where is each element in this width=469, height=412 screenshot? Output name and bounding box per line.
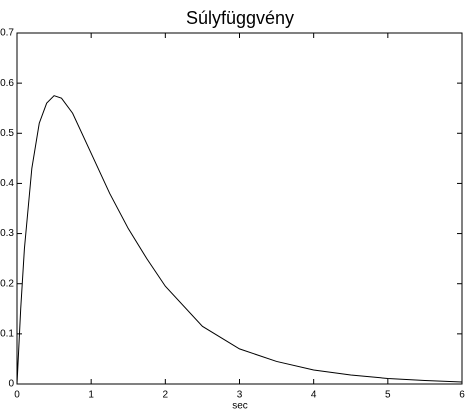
y-tick-label: 0.7 [0, 28, 14, 39]
x-tick-label: 1 [88, 390, 94, 401]
x-tick-label: 5 [385, 390, 391, 401]
y-tick-label: 0 [8, 379, 14, 390]
x-tick-label: 4 [311, 390, 317, 401]
chart-title: Súlyfüggvény [186, 8, 294, 28]
x-axis-label: sec [232, 401, 248, 412]
y-tick-label: 0.4 [0, 178, 14, 189]
x-tick-label: 2 [163, 390, 169, 401]
x-tick-label: 0 [14, 390, 20, 401]
plot-frame [16, 32, 463, 385]
y-tick-label: 0.3 [0, 228, 14, 239]
y-tick-label: 0.1 [0, 328, 14, 339]
x-tick-label: 6 [459, 390, 465, 401]
y-tick-label: 0.2 [0, 278, 14, 289]
x-tick-label: 3 [237, 390, 243, 401]
line [16, 95, 463, 385]
y-tick-label: 0.6 [0, 78, 14, 89]
y-tick-label: 0.5 [0, 128, 14, 139]
